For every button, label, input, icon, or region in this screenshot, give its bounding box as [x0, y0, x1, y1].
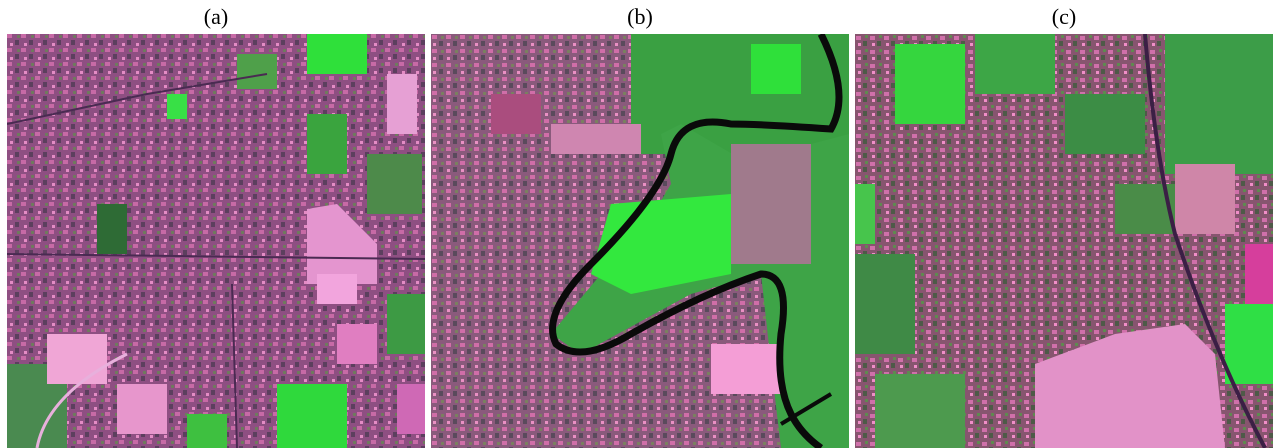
panel-c: (c): [855, 0, 1273, 448]
panel-b: (b): [431, 0, 849, 448]
panel-c-caption: (c): [1051, 4, 1077, 29]
panel-a-caption: (a): [203, 4, 229, 29]
panel-a-image: [7, 34, 425, 448]
panel-a: (a): [7, 0, 425, 448]
panel-c-image: [855, 34, 1273, 448]
panel-b-caption: (b): [627, 4, 653, 29]
panel-b-image: [431, 34, 849, 448]
